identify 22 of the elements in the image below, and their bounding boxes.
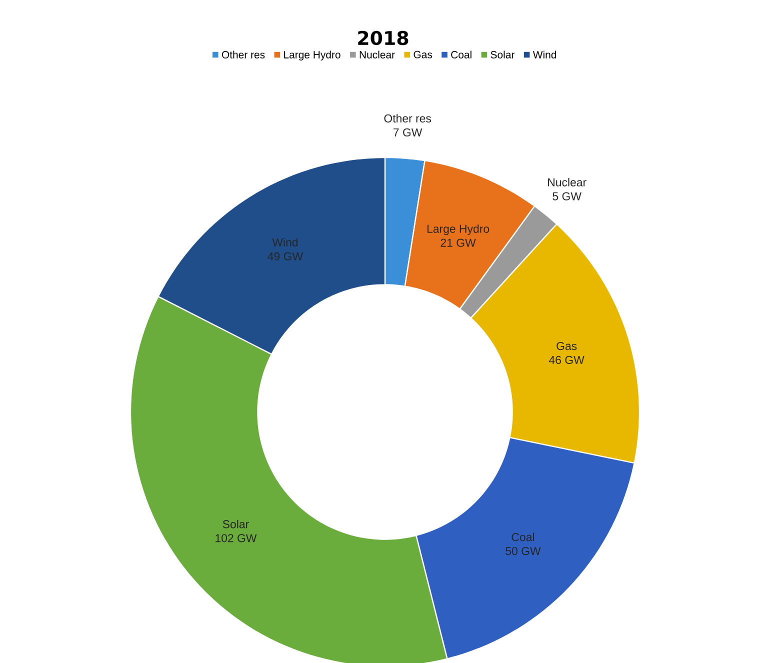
chart-title: 2018 [358, 30, 408, 46]
data-label: 21 GW [440, 238, 476, 247]
slice-label: Large Hydro [427, 224, 490, 236]
data-label: 102 GW [216, 534, 257, 542]
legend-label: Other res [222, 50, 265, 58]
data-label: 50 GW [506, 546, 541, 556]
data-label: 49 GW [268, 252, 304, 260]
legend-label: Solar [490, 50, 515, 58]
data-label: 7 GW [394, 128, 422, 136]
slice-label: Gas [556, 342, 577, 350]
data-label: 5 GW [552, 192, 582, 200]
slice-label: Other res [384, 114, 432, 122]
slice-label: Coal [512, 532, 534, 542]
slice-label: Wind [272, 238, 298, 246]
slice-label: Nuclear [548, 178, 586, 186]
legend-label: Gas [414, 50, 432, 58]
legend-label: Coal [451, 50, 472, 58]
legend-label: Nuclear [360, 50, 395, 58]
legend-label: Wind [532, 50, 556, 58]
data-label: 46 GW [549, 356, 584, 364]
legend-label: Large Hydro [284, 50, 340, 60]
slice-label: Solar [222, 520, 249, 528]
